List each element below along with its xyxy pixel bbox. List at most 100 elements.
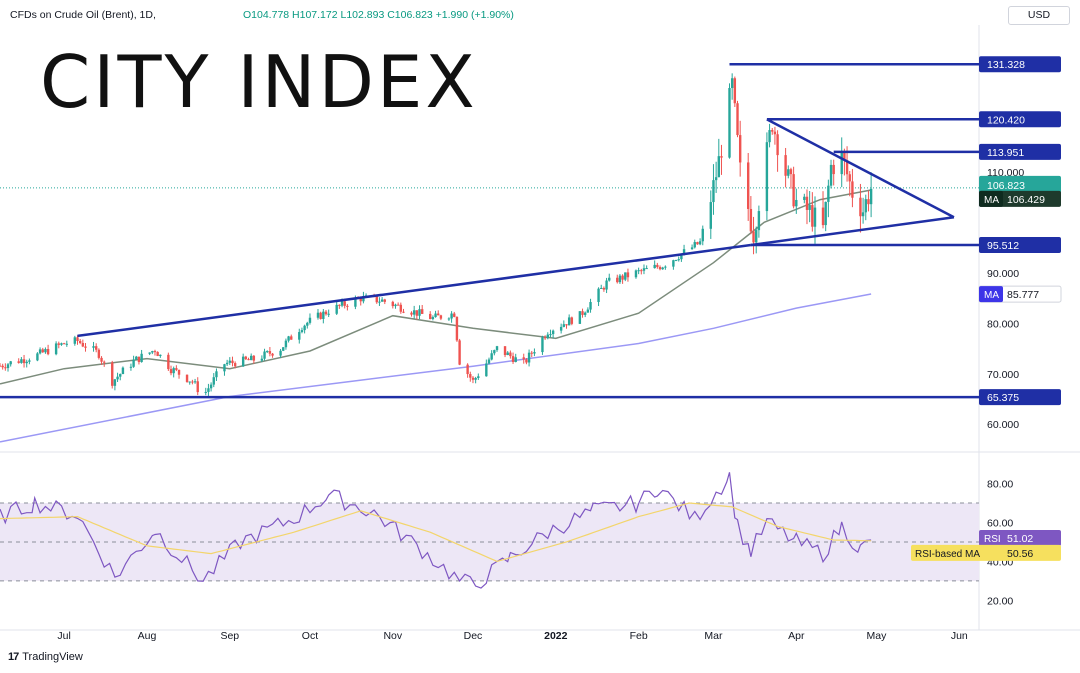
candle-body	[720, 156, 723, 158]
candle-body	[776, 134, 779, 156]
candle-body	[260, 358, 264, 361]
candle-body	[252, 355, 256, 361]
candle-body	[434, 313, 437, 318]
candle-body	[212, 377, 215, 385]
trendline	[766, 118, 955, 219]
candle-body	[121, 367, 125, 375]
candle-body	[38, 349, 42, 354]
candle-body	[634, 270, 638, 278]
candle-body	[680, 253, 683, 260]
time-axis: Jul Aug Sep Oct Nov Dec 2022 Feb Mar Apr May Jun	[57, 630, 968, 642]
candle-body	[137, 356, 141, 363]
trendlines	[0, 62, 979, 399]
candle-body	[570, 317, 574, 324]
candle-body	[559, 326, 563, 331]
candle-body	[215, 371, 218, 378]
candle-body	[447, 318, 451, 320]
ma-value: 106.429	[1007, 194, 1045, 206]
candle-body	[784, 155, 787, 176]
x-tick-label: Feb	[630, 630, 648, 642]
candle-body	[378, 301, 381, 303]
y-tick-label: 110.000	[987, 167, 1024, 179]
candle-body	[829, 164, 833, 186]
candle-body	[319, 312, 322, 319]
ma-tag-box	[979, 190, 1003, 207]
candle-body	[167, 354, 170, 370]
level-label: 95.512	[987, 240, 1019, 252]
candle-body	[103, 361, 106, 363]
candle-body	[228, 360, 232, 363]
x-tick-label: 2022	[544, 630, 568, 642]
candle-body	[485, 363, 488, 377]
candle-body	[140, 353, 143, 363]
candle-body	[412, 310, 416, 315]
candle-body	[263, 351, 266, 359]
candle-body	[562, 324, 566, 327]
candle-body	[618, 275, 622, 283]
x-tick-label: Oct	[302, 630, 318, 642]
symbol-title[interactable]: CFDs on Crude Oil (Brent), 1D,	[10, 9, 156, 21]
candle-body	[522, 357, 525, 360]
candle-body	[54, 343, 58, 355]
candle-body	[223, 364, 226, 372]
candle-body	[848, 174, 851, 182]
candle-body	[306, 322, 309, 326]
candle-body	[338, 304, 341, 306]
candle-body	[586, 309, 590, 313]
candle-body	[271, 353, 274, 356]
level-label-box	[979, 111, 1061, 128]
candle-body	[132, 359, 135, 367]
candle-body	[354, 297, 357, 307]
candle-body	[437, 313, 440, 316]
ma-tag-box	[979, 286, 1003, 303]
candle-body	[674, 260, 678, 262]
candle-body	[193, 381, 197, 383]
candle-body	[0, 365, 2, 367]
candle-body	[396, 304, 400, 306]
candle-body	[343, 301, 346, 306]
axis-labels: 131.328 120.420 113.951 95.512 65.375 106.823…	[911, 56, 1062, 561]
candle-body	[811, 205, 814, 227]
last-price-label: 106.823	[987, 180, 1025, 192]
candle-body	[81, 342, 85, 347]
candle-body	[335, 304, 338, 314]
candle-body	[698, 241, 702, 245]
candle-body	[477, 376, 480, 379]
candle-body	[864, 199, 867, 213]
candle-body	[1, 365, 4, 368]
candle-body	[188, 381, 191, 383]
candle-body	[177, 369, 181, 375]
ma-value: 85.777	[1007, 289, 1039, 301]
candle-body	[640, 270, 643, 272]
candle-body	[626, 272, 630, 278]
candle-body	[624, 272, 627, 280]
candle-body	[36, 353, 39, 361]
candle-body	[25, 361, 28, 364]
candle-body	[28, 360, 31, 362]
candle-body	[148, 352, 151, 354]
candle-body	[410, 312, 413, 315]
candle-body	[241, 356, 245, 367]
candle-body	[728, 88, 731, 158]
candle-body	[453, 313, 456, 317]
ma-tag: MA	[984, 195, 999, 206]
candle-body	[322, 311, 325, 319]
candle-body	[300, 330, 304, 333]
candle-body	[653, 264, 656, 269]
candle-body	[773, 131, 777, 135]
candle-body	[471, 377, 475, 380]
tradingview-brand[interactable]: 17 TradingView	[8, 651, 83, 663]
candle-body	[805, 196, 809, 210]
candle-body	[346, 305, 349, 307]
candle-body	[795, 199, 798, 207]
candle-body	[244, 356, 248, 360]
candle-body	[551, 330, 555, 335]
candle-body	[233, 363, 237, 367]
rsi-ma-tag: RSI-based MA	[915, 549, 980, 560]
ma-tag: MA	[984, 290, 999, 301]
candle-body	[383, 299, 386, 302]
candle-body	[600, 287, 603, 289]
currency-button[interactable]: USD	[1008, 6, 1070, 25]
level-label: 113.951	[987, 147, 1024, 159]
candle-body	[709, 202, 712, 229]
